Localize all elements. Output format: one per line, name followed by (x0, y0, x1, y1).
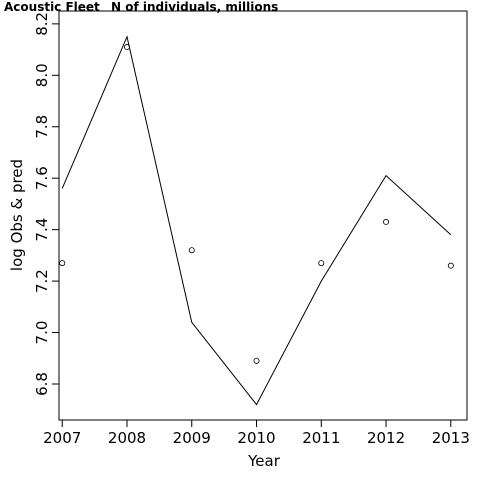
x-axis-title: Year (247, 452, 281, 470)
observed-point-2010 (253, 357, 260, 364)
x-tick-label-2013: 2013 (432, 429, 470, 447)
x-axis: 2007 2008 2009 2010 2011 2012 2013 (43, 420, 470, 447)
predicted-line (61, 35, 452, 406)
y-tick-label-8.0: 8.0 (33, 63, 51, 87)
observed-point-2011 (318, 260, 325, 267)
x-tick-label-2009: 2009 (173, 429, 211, 447)
chart-subtitle: N of individuals, millions (111, 0, 278, 14)
x-tick-label-2008: 2008 (108, 429, 146, 447)
plot-frame (58, 10, 468, 421)
x-tick-label-2011: 2011 (302, 429, 340, 447)
observed-point-2009 (188, 247, 195, 254)
x-tick-label-2007: 2007 (43, 429, 81, 447)
y-tick-label-7.8: 7.8 (33, 115, 51, 139)
y-axis-title: log Obs & pred (8, 159, 26, 271)
y-tick-label-6.8: 6.8 (33, 372, 51, 396)
y-axis: 6.8 7.0 7.2 7.4 7.6 7.8 8.0 8.2 (33, 12, 59, 396)
y-tick-label-8.2: 8.2 (33, 12, 51, 36)
observed-point-2012 (383, 218, 390, 225)
y-tick-label-7.4: 7.4 (33, 218, 51, 242)
x-tick-label-2012: 2012 (367, 429, 405, 447)
y-tick-label-7.0: 7.0 (33, 321, 51, 345)
observed-point-2013 (447, 262, 454, 269)
x-tick-label-2010: 2010 (237, 429, 275, 447)
observed-point-2007 (59, 260, 66, 267)
y-tick-label-7.6: 7.6 (33, 166, 51, 190)
plot-marks (59, 35, 454, 406)
chart-title: Acoustic Fleet (4, 0, 100, 14)
y-tick-label-7.2: 7.2 (33, 269, 51, 293)
